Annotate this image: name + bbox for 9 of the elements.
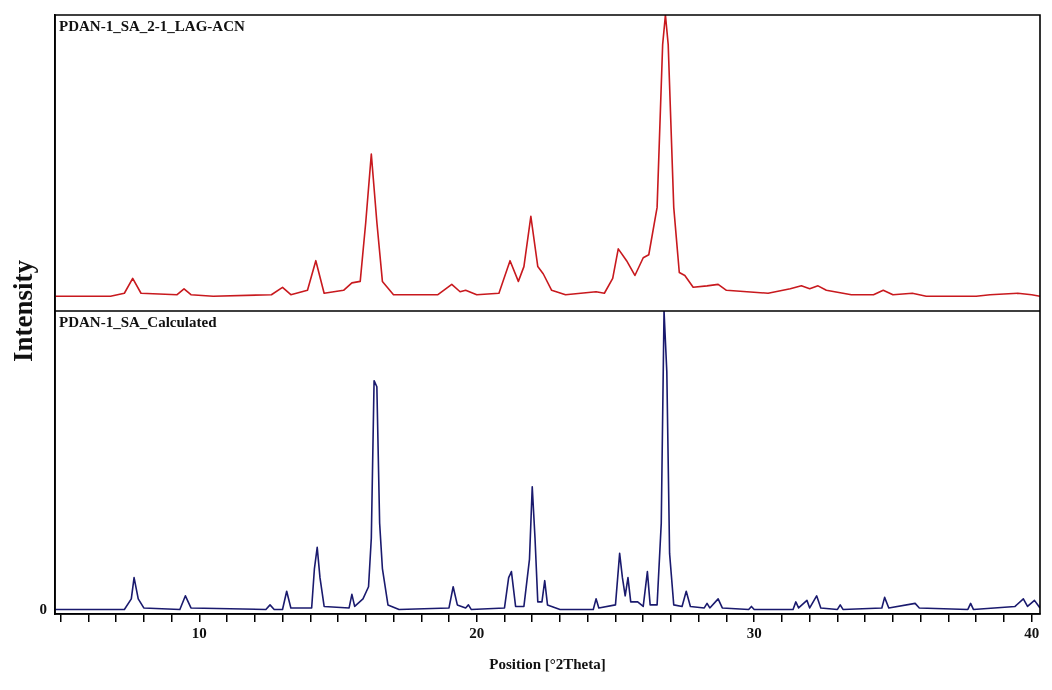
x-tick-label: 10 bbox=[191, 624, 207, 641]
x-tick-label: 40 bbox=[1024, 624, 1040, 641]
x-tick-label: 30 bbox=[746, 624, 762, 641]
text: PDAN-1_SA_Calculated bbox=[59, 314, 218, 331]
x-axis-title: Position [°2Theta] bbox=[489, 655, 606, 672]
x-tick-label: 20 bbox=[469, 624, 485, 641]
text: PDAN-1_SA_2-1_LAG-ACN bbox=[59, 18, 245, 35]
y-axis-title: Intensity bbox=[8, 259, 39, 363]
text: 0 bbox=[39, 600, 47, 617]
